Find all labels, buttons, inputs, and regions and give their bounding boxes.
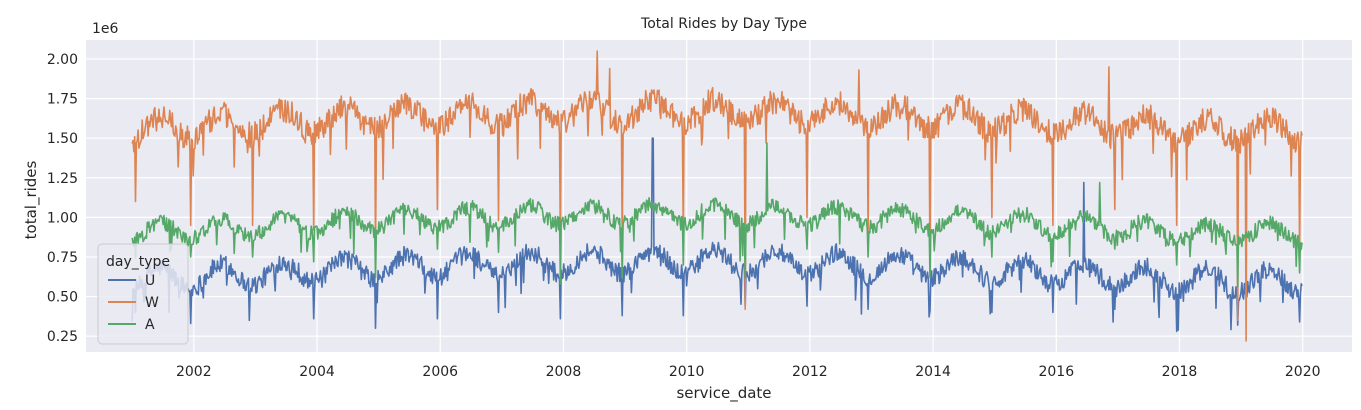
x-axis-ticks: 2002 2004 2006 2008 2010 2012 2014 2016 2018 2020 [176,364,1321,380]
series-line-w [131,50,1303,342]
legend-label-w: W [145,295,159,311]
y-tick-label: 1.00 [47,210,78,226]
x-tick-label: 2010 [669,364,705,380]
x-tick-label: 2006 [422,364,458,380]
series-layer [131,50,1303,342]
y-tick-label: 0.75 [47,250,78,266]
y-axis-multiplier: 1e6 [92,21,119,37]
y-tick-label: 1.25 [47,171,78,187]
x-axis-label: service_date [676,384,771,403]
y-tick-label: 1.75 [47,92,78,108]
legend: day_type UWA [97,243,189,345]
y-axis-ticks: 0.25 0.50 0.75 1.00 1.25 1.50 1.75 2.00 [47,52,78,345]
x-tick-label: 2012 [792,364,828,380]
y-tick-label: 2.00 [47,52,78,68]
x-tick-label: 2008 [546,364,582,380]
plot-background [86,40,1352,352]
legend-box [97,243,189,345]
x-tick-label: 2018 [1162,364,1198,380]
x-tick-label: 2014 [915,364,951,380]
y-tick-label: 0.50 [47,290,78,306]
y-tick-label: 0.25 [47,329,78,345]
x-tick-label: 2004 [299,364,335,380]
y-axis-label: total_rides [22,160,41,239]
legend-label-u: U [145,273,155,289]
chart-title: Total Rides by Day Type [640,16,807,32]
x-tick-label: 2016 [1038,364,1074,380]
series-line-a [131,142,1303,288]
series-line-u [131,137,1303,333]
legend-label-a: A [145,317,155,333]
x-tick-label: 2002 [176,364,212,380]
y-tick-label: 1.50 [47,131,78,147]
legend-title: day_type [106,254,170,270]
x-tick-label: 2020 [1285,364,1321,380]
